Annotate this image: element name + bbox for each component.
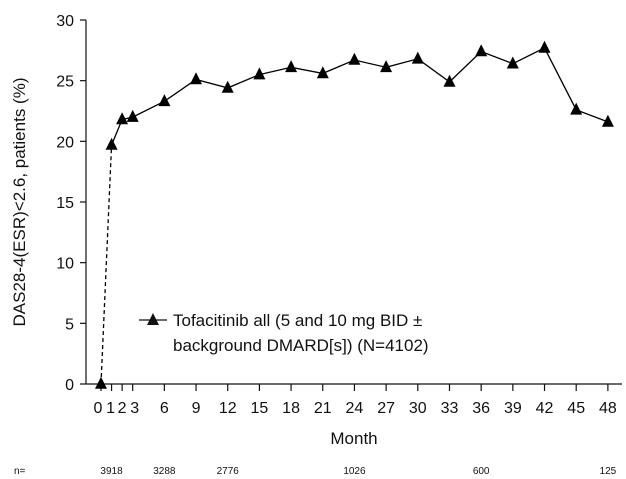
y-tick-label-0: 0 bbox=[65, 377, 74, 394]
data-point-month-27 bbox=[380, 60, 393, 73]
series-line bbox=[110, 47, 609, 146]
y-tick-label-15: 15 bbox=[56, 195, 74, 212]
series-dashed-segment bbox=[100, 144, 113, 385]
x-tick-label-21: 21 bbox=[314, 400, 332, 417]
x-tick-label-48: 48 bbox=[599, 400, 617, 417]
n-value-month-24: 1026 bbox=[343, 466, 366, 477]
data-point-month-1 bbox=[105, 137, 118, 150]
x-tick-label-12: 12 bbox=[219, 400, 237, 417]
x-tick-label-15: 15 bbox=[251, 400, 269, 417]
legend-text-line2: background DMARD[s]) (N=4102) bbox=[173, 336, 429, 355]
x-tick-label-18: 18 bbox=[282, 400, 300, 417]
x-tick-label-27: 27 bbox=[377, 400, 395, 417]
data-point-month-18 bbox=[285, 60, 298, 73]
x-tick-label-30: 30 bbox=[409, 400, 427, 417]
x-tick-label-3: 3 bbox=[130, 400, 139, 417]
data-point-month-42 bbox=[538, 40, 551, 53]
x-tick-label-45: 45 bbox=[567, 400, 585, 417]
x-tick-label-36: 36 bbox=[472, 400, 490, 417]
n-value-month-6: 3288 bbox=[153, 466, 176, 477]
data-point-month-6 bbox=[158, 94, 171, 107]
x-axis-title: Month bbox=[330, 429, 377, 448]
y-tick-label-5: 5 bbox=[65, 316, 74, 333]
series-tofacitinib bbox=[95, 40, 614, 389]
n-value-month-1: 3918 bbox=[100, 466, 123, 477]
data-point-month-9 bbox=[190, 72, 202, 85]
x-tick-label-42: 42 bbox=[536, 400, 554, 417]
data-point-month-36 bbox=[475, 44, 488, 57]
y-tick-label-20: 20 bbox=[56, 134, 74, 151]
n-value-month-12: 2776 bbox=[217, 466, 240, 477]
data-point-month-15 bbox=[253, 67, 266, 80]
n-row: n= 3918 3288 2776 1026 600 125 bbox=[14, 466, 617, 477]
y-axis-title: DAS28-4(ESR)<2.6, patients (%) bbox=[10, 78, 29, 327]
legend-text-line1: Tofacitinib all (5 and 10 mg BID ± bbox=[173, 311, 422, 330]
data-point-month-48 bbox=[601, 114, 614, 127]
legend: Tofacitinib all (5 and 10 mg BID ± backg… bbox=[139, 311, 429, 355]
x-tick-label-0: 0 bbox=[94, 400, 103, 417]
y-tick-label-10: 10 bbox=[56, 256, 74, 273]
x-ticks: 0 1 2 3 6 9 12 15 18 21 24 27 30 33 36 39 42 45 48 bbox=[94, 384, 617, 417]
x-tick-label-1: 1 bbox=[106, 400, 115, 417]
y-tick-label-25: 25 bbox=[56, 74, 74, 91]
data-point-month-12 bbox=[221, 80, 234, 93]
data-point-month-21 bbox=[316, 66, 329, 79]
data-point-month-3 bbox=[126, 109, 139, 122]
x-tick-label-2: 2 bbox=[118, 400, 127, 417]
n-value-month-48: 125 bbox=[600, 466, 617, 477]
data-point-month-45 bbox=[570, 102, 583, 115]
x-tick-label-6: 6 bbox=[160, 400, 169, 417]
x-tick-label-33: 33 bbox=[441, 400, 459, 417]
data-point-month-33 bbox=[443, 74, 456, 87]
y-tick-label-30: 30 bbox=[56, 13, 74, 30]
data-point-month-30 bbox=[411, 51, 424, 64]
x-tick-label-39: 39 bbox=[504, 400, 522, 417]
data-point-month-0 bbox=[95, 376, 107, 389]
n-value-month-36: 600 bbox=[473, 466, 490, 477]
data-point-month-39 bbox=[506, 56, 519, 69]
n-row-label: n= bbox=[14, 466, 26, 477]
legend-marker bbox=[147, 313, 159, 325]
data-point-month-24 bbox=[348, 52, 361, 65]
x-tick-label-24: 24 bbox=[346, 400, 364, 417]
data-point-month-2 bbox=[116, 112, 129, 125]
x-tick-label-9: 9 bbox=[192, 400, 201, 417]
y-ticks: 0 5 10 15 20 25 30 bbox=[56, 13, 86, 394]
